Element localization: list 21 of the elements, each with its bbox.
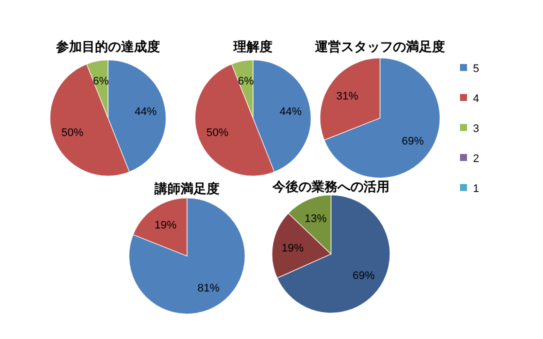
data-label: 50% (206, 127, 229, 140)
legend-label: 2 (473, 153, 480, 165)
data-label: 19% (154, 219, 177, 232)
chart-title: 講師満足度 (154, 181, 220, 196)
chart-title: 今後の業務への活用 (272, 179, 390, 194)
data-label: 44% (134, 106, 157, 118)
chart-title: 理解度 (232, 39, 272, 54)
data-label: 69% (352, 270, 375, 282)
data-label: 69% (402, 135, 424, 148)
data-label: 81% (198, 282, 220, 295)
chart-title: 運営スタッフの満足度 (314, 39, 445, 54)
legend-label: 4 (473, 93, 480, 105)
data-label: 13% (304, 213, 327, 226)
data-label: 44% (280, 106, 302, 118)
legend-label: 5 (473, 63, 480, 75)
data-label: 31% (336, 90, 358, 103)
legend-label: 3 (473, 123, 480, 135)
legend-label: 1 (473, 183, 480, 195)
data-label: 19% (282, 242, 304, 254)
chart-title: 参加目的の達成度 (55, 39, 160, 54)
data-label: 50% (61, 127, 84, 140)
